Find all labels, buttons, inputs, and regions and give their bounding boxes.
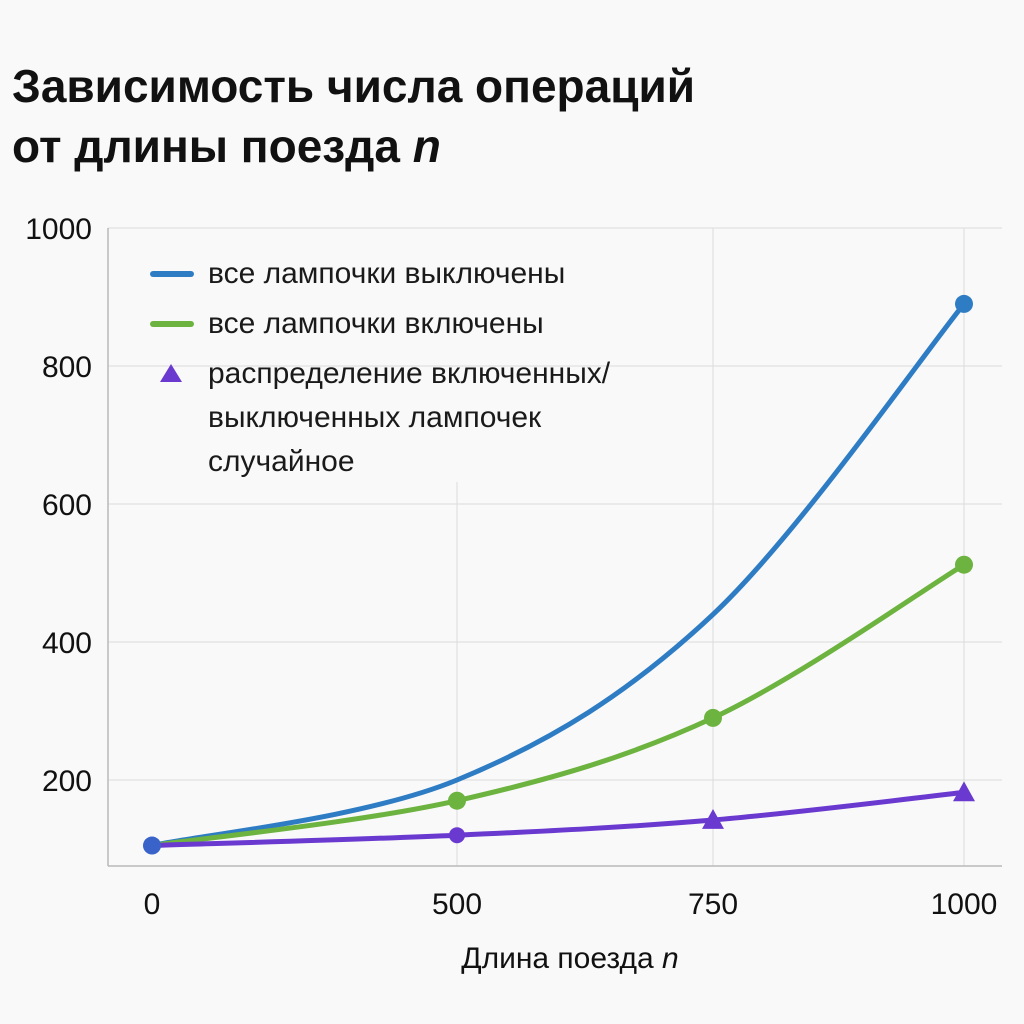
legend-marker-swatch (148, 352, 196, 396)
chart-title-line-2: от длины поезда n (12, 116, 695, 176)
data-point-series-1 (955, 294, 973, 313)
x-axis-label-variable: n (662, 942, 679, 975)
chart-title-line-2-text: от длины поезда (12, 120, 400, 172)
y-axis-ticks: 200 400 600 800 1000 (25, 213, 92, 798)
chart-axes (107, 228, 1002, 867)
y-tick-label: 800 (42, 351, 92, 384)
data-point-start (143, 836, 161, 855)
x-tick-label: 500 (432, 888, 482, 921)
legend-line-swatch (148, 252, 196, 296)
chart-series (143, 294, 975, 855)
y-tick-label: 1000 (25, 213, 92, 246)
x-axis-ticks: 0 500 750 1000 (144, 888, 998, 921)
chart-legend: все лампочки выключены все лампочки вклю… (148, 252, 708, 490)
x-tick-label: 750 (688, 888, 738, 921)
legend-item-random: распределение включенных/ выключенных ла… (148, 352, 708, 484)
x-axis-label: Длина поезда n (380, 942, 760, 976)
series-line-2 (149, 562, 967, 849)
grid-lines (108, 227, 1002, 866)
data-point-series-3-triangle (702, 809, 724, 829)
data-point-series-2 (448, 791, 466, 810)
series-line-3 (149, 789, 967, 849)
legend-label-all-off: все лампочки выключены (208, 257, 566, 290)
legend-label-all-on: все лампочки включены (208, 307, 544, 340)
legend-item-all-on: все лампочки включены (148, 302, 708, 346)
y-tick-label: 400 (42, 627, 92, 660)
legend-triangle-marker (160, 364, 182, 382)
x-axis-label-text: Длина поезда (461, 942, 654, 975)
x-tick-label: 1000 (931, 888, 998, 921)
legend-item-all-off: все лампочки выключены (148, 252, 708, 296)
data-point-series-2 (955, 555, 973, 574)
legend-line-green (150, 321, 194, 327)
legend-label-random: распределение включенных/ выключенных ла… (208, 357, 611, 478)
data-point-series-3-triangle (953, 781, 975, 802)
y-tick-label: 600 (42, 489, 92, 522)
legend-line-blue (150, 271, 194, 277)
legend-line-swatch (148, 302, 196, 346)
chart-title: Зависимость числа операций от длины поез… (12, 56, 695, 176)
chart-title-variable: n (412, 120, 441, 172)
chart-title-line-1: Зависимость числа операций (12, 60, 696, 112)
y-tick-label: 200 (42, 765, 92, 798)
data-point-series-2 (704, 708, 722, 727)
data-point-series-3 (449, 827, 465, 844)
x-tick-label: 0 (144, 888, 161, 921)
series-line-1 (149, 301, 967, 849)
